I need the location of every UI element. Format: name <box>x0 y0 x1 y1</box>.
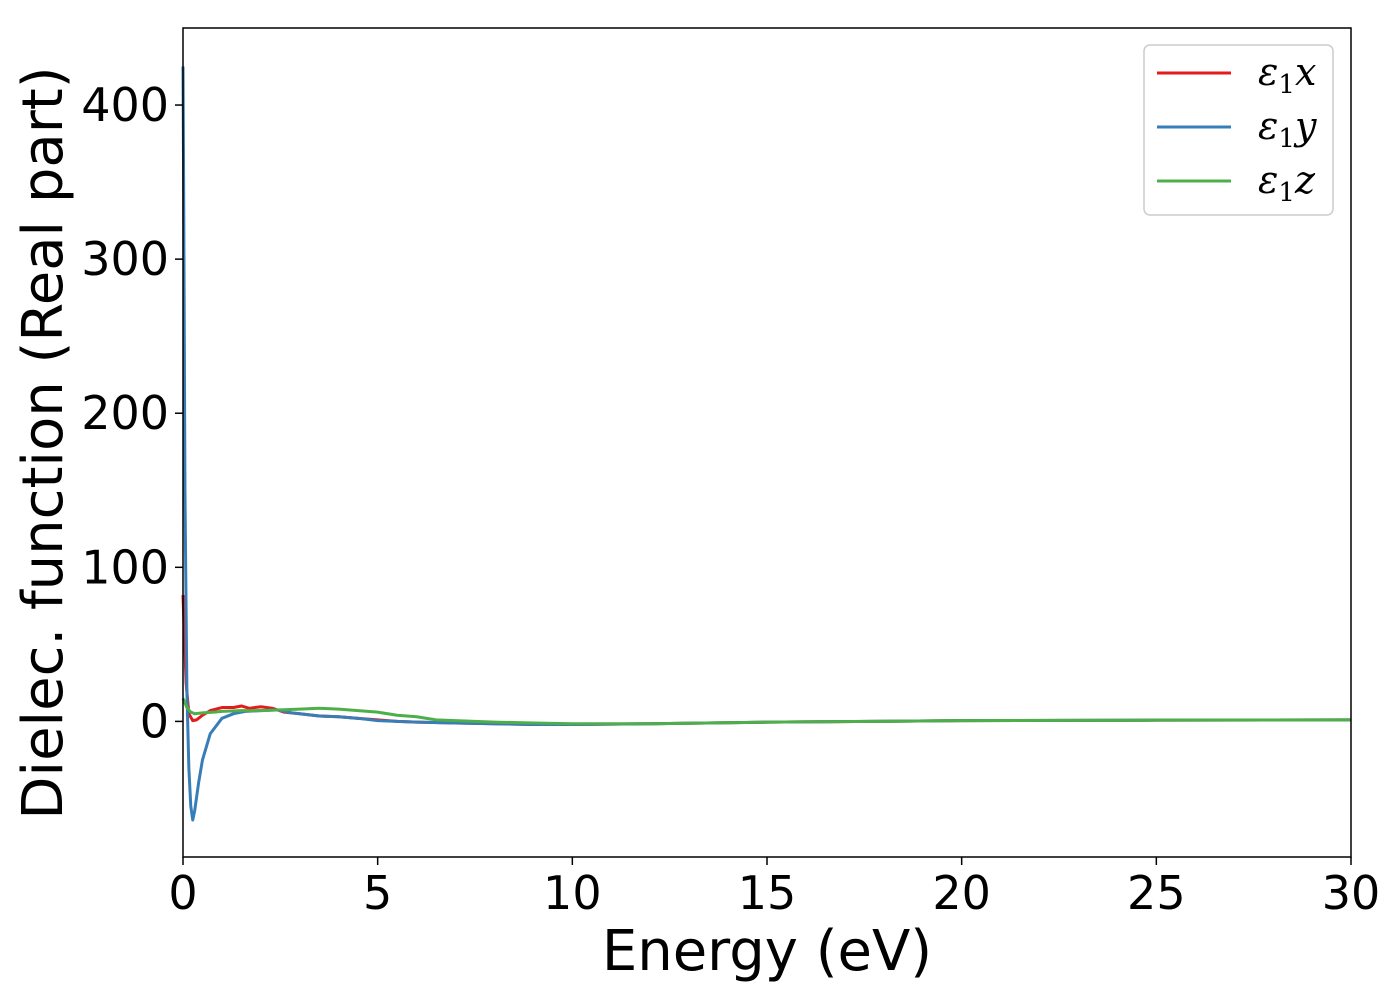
x-tick-label: 25 <box>1127 866 1186 920</box>
series-line-z <box>181 697 1352 726</box>
x-tick-label: 5 <box>363 866 392 920</box>
x-tick-label: 30 <box>1322 866 1381 920</box>
series-layer <box>181 66 1352 822</box>
legend-box <box>1143 44 1334 216</box>
y-tick-label: 400 <box>81 78 169 132</box>
x-tick-label: 10 <box>543 866 602 920</box>
y-axis-label: Dielec. function (Real part) <box>11 66 76 819</box>
legend-label-x: ε1x <box>1258 50 1316 100</box>
x-tick-label: 15 <box>738 866 797 920</box>
y-axis-ticks: 0 100 200 300 400 <box>81 78 183 748</box>
legend-label-z: ε1z <box>1258 158 1316 208</box>
y-tick-label: 200 <box>81 386 169 440</box>
legend-label-y: ε1y <box>1258 104 1317 154</box>
x-tick-label: 0 <box>168 866 197 920</box>
y-tick-label: 300 <box>81 232 169 286</box>
y-tick-label: 100 <box>81 540 169 594</box>
y-tick-label: 0 <box>140 694 169 748</box>
x-tick-label: 20 <box>932 866 991 920</box>
x-axis-label: Energy (eV) <box>602 919 932 984</box>
x-axis-ticks: 0 5 10 15 20 25 30 <box>168 857 1380 920</box>
